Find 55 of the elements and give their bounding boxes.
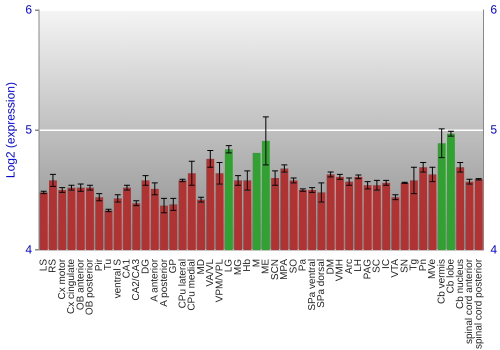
x-tick-label: Cb nucleus [454, 258, 466, 309]
y2-tick-label: 4 [490, 242, 498, 256]
x-tick-label: LS [38, 258, 50, 272]
x-tick-label: OB anterior [75, 258, 86, 310]
x-tick-label: VMH [334, 258, 346, 282]
x-tick-label: VA/VL [205, 258, 216, 287]
x-tick-label: Cx motor [56, 258, 68, 300]
x-tick-label: MVe [427, 258, 438, 279]
x-tick-label: M [251, 258, 262, 268]
x-tick-label: LH [353, 258, 364, 272]
x-tick-label: OB posterior [84, 258, 96, 316]
y-tick-label: 6 [25, 2, 32, 17]
x-tick-label: CPu lateral [177, 258, 188, 308]
x-tick-label: RS [48, 258, 59, 273]
x-tick-label: IC [380, 258, 392, 269]
x-tick-label: Hb [242, 258, 254, 272]
x-tick-label: MD [196, 258, 207, 275]
x-tick-label: Arc [344, 258, 355, 274]
x-tick-label: MG [232, 258, 244, 276]
x-tick-label: VTA [390, 258, 402, 278]
y-axis-title: Log2 (expression) [4, 82, 18, 178]
x-tick-label: spinal cord anterior [464, 258, 476, 344]
x-tick-label: Pn [418, 258, 429, 272]
x-tick-label: SCN [270, 258, 281, 280]
x-tick-label: Pir [94, 258, 105, 272]
x-tick-label: SPa ventral [306, 258, 318, 311]
x-tick-label: ME [260, 258, 272, 274]
x-tick-label: Cb lobe [446, 258, 457, 294]
x-tick-label: CPu medial [186, 258, 198, 311]
y-tick-label: 5 [25, 122, 32, 136]
x-tick-label: SO [288, 258, 300, 274]
x-tick-label: Tu [103, 258, 114, 270]
x-tick-label: SC [372, 258, 383, 273]
x-tick-label: Cx cingulate [66, 258, 78, 314]
x-tick-label: DG [140, 258, 152, 274]
x-tick-label: GP [168, 258, 180, 274]
y2-tick-label: 6 [490, 2, 498, 17]
x-tick-label: DM [325, 258, 336, 275]
x-tick-label: Tg [408, 258, 420, 271]
x-tick-label: SN [399, 258, 410, 273]
y2-tick-label: 5 [490, 122, 498, 136]
x-tick-label: CA1 [122, 258, 133, 278]
x-tick-label: ventral S [112, 258, 124, 298]
x-tick-label: PAG [362, 258, 374, 280]
x-tick-label: spinal cord posterior [473, 258, 484, 350]
x-tick-label: VPM/VPL [214, 258, 226, 302]
x-tick-label: Pa [298, 258, 309, 272]
y-tick-label: 4 [25, 242, 32, 256]
x-tick-label: MPA [279, 258, 290, 280]
x-tick-label: A anterior [150, 258, 161, 302]
x-tick-label: CA2/CA3 [131, 258, 142, 301]
x-tick-label: LG [224, 258, 235, 272]
x-tick-label: SPa dorsal [316, 258, 328, 308]
x-tick-label: A posterior [158, 258, 170, 307]
x-tick-label: Cb vermis [436, 258, 448, 304]
